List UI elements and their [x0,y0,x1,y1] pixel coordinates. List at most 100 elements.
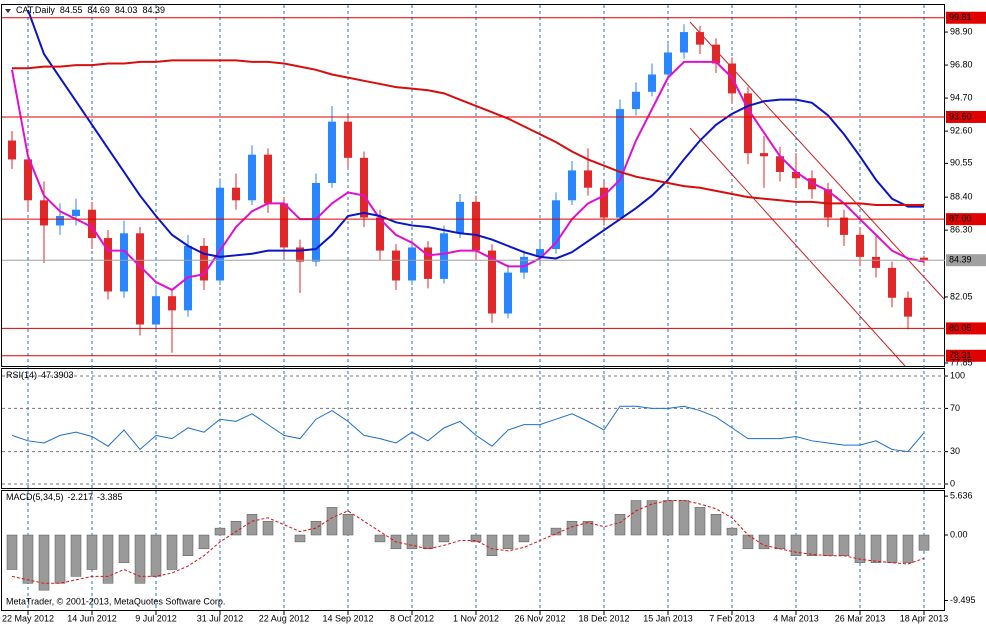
macd-bar [342,514,354,536]
macd-bar [470,534,482,543]
macd-bar [566,520,578,536]
x-tick-label: 14 Jun 2012 [67,613,117,623]
candle-body [648,74,656,92]
y-tick-label: 0.00 [950,529,968,539]
candle-body [216,187,224,281]
signal-line [11,500,925,584]
macd-bar [486,534,498,556]
macd-bar [246,514,258,536]
macd-bar [550,527,562,536]
level-label: 87.00 [949,214,972,224]
x-tick-label: 7 Feb 2013 [709,613,755,623]
current-price-label: 84.39 [949,255,972,265]
rsi-pane [1,368,945,489]
y-tick-label: 30 [950,446,960,456]
macd-bar [294,534,306,543]
macd-bar [262,520,274,536]
level-label: 78.31 [949,350,972,360]
candle-body [712,44,720,64]
macd-bar [822,534,834,556]
candle-body [168,296,176,311]
candle-body [88,209,96,239]
macd-bar [150,534,162,577]
macd-bar [646,500,658,536]
macd-bar [326,507,338,536]
macd-signal-value: -3.385 [97,492,123,502]
candle-body [232,187,240,201]
candle-body [8,140,16,160]
candle-body [856,234,864,257]
trend-line [689,127,906,366]
candle-body [520,256,528,273]
macd-bar [838,534,850,556]
macd-bar [582,520,594,536]
candle-body [664,52,672,75]
macd-bar [118,534,130,563]
x-tick-label: 26 Mar 2013 [835,613,886,623]
candle-body [200,245,208,281]
vertical-grid [2,5,945,610]
macd-bar [630,500,642,536]
y-tick-label: -9.495 [950,595,976,605]
macd-bar [518,534,530,543]
candle-body [504,272,512,314]
y-tick-label: 98.90 [950,26,973,36]
candle-body [904,297,912,317]
macd-title: MACD(5,34,5) [6,492,64,502]
level-label-box [946,349,986,362]
candle-body [328,121,336,183]
macd-bar [870,534,882,563]
macd-bar [406,534,418,550]
macd-bar [38,534,50,591]
x-tick-label: 9 Jul 2012 [135,613,177,623]
series-group [8,9,928,353]
candle-body [872,256,880,268]
macd-bar [726,527,738,536]
macd-bar [214,527,226,536]
x-tick-label: 31 Jul 2012 [197,613,244,623]
macd-bar [102,534,114,584]
candle-body [792,171,800,179]
candle-body [120,233,128,292]
copyright: MetaTrader, © 2001-2013, MetaQuotes Soft… [6,596,225,606]
header-open: 84.55 [60,5,83,15]
macd-bar [806,534,818,556]
level-label: 99.81 [949,12,972,22]
candle-body [488,250,496,314]
header-high: 84.69 [87,5,110,15]
candle-body [280,203,288,248]
header-close: 84.39 [142,5,165,15]
candle-body [456,201,464,234]
x-tick-label: 22 Aug 2012 [259,613,310,623]
y-tick-label: 77.85 [950,357,973,367]
moving-average [27,9,924,260]
y-tick-label: 5.636 [950,491,973,501]
header-low: 84.03 [115,5,138,15]
macd-bar [182,534,194,556]
macd-bar [678,500,690,536]
candle-body [760,153,768,157]
macd-header: MACD(5,34,5) -2.217 -3.385 [6,492,123,502]
y-tick-label: 94.70 [950,92,973,102]
y-tick-label: 0 [950,478,955,488]
candle-body [264,154,272,204]
rsi-line [11,405,925,453]
level-label-box [946,11,986,24]
macd-bar [742,534,754,550]
y-tick-label: 70 [950,403,960,413]
candle-body [152,296,160,325]
macd-bar [854,534,866,563]
candle-body [440,233,448,279]
macd-bar [710,514,722,536]
moving-average [11,60,925,292]
candle-body [888,267,896,298]
level-label: 80.05 [949,323,972,333]
candle-body [344,121,352,158]
x-tick-label: 4 Mar 2013 [773,613,819,623]
x-tick-label: 14 Sep 2012 [322,613,373,623]
x-tick-label: 18 Dec 2012 [578,613,629,623]
candle-body [920,257,928,261]
macd-bar [438,534,450,543]
plot-layer: 99.81 93.50 87.00 80.05 78.31 84.39 CAT,Daily 8… [2,5,986,591]
